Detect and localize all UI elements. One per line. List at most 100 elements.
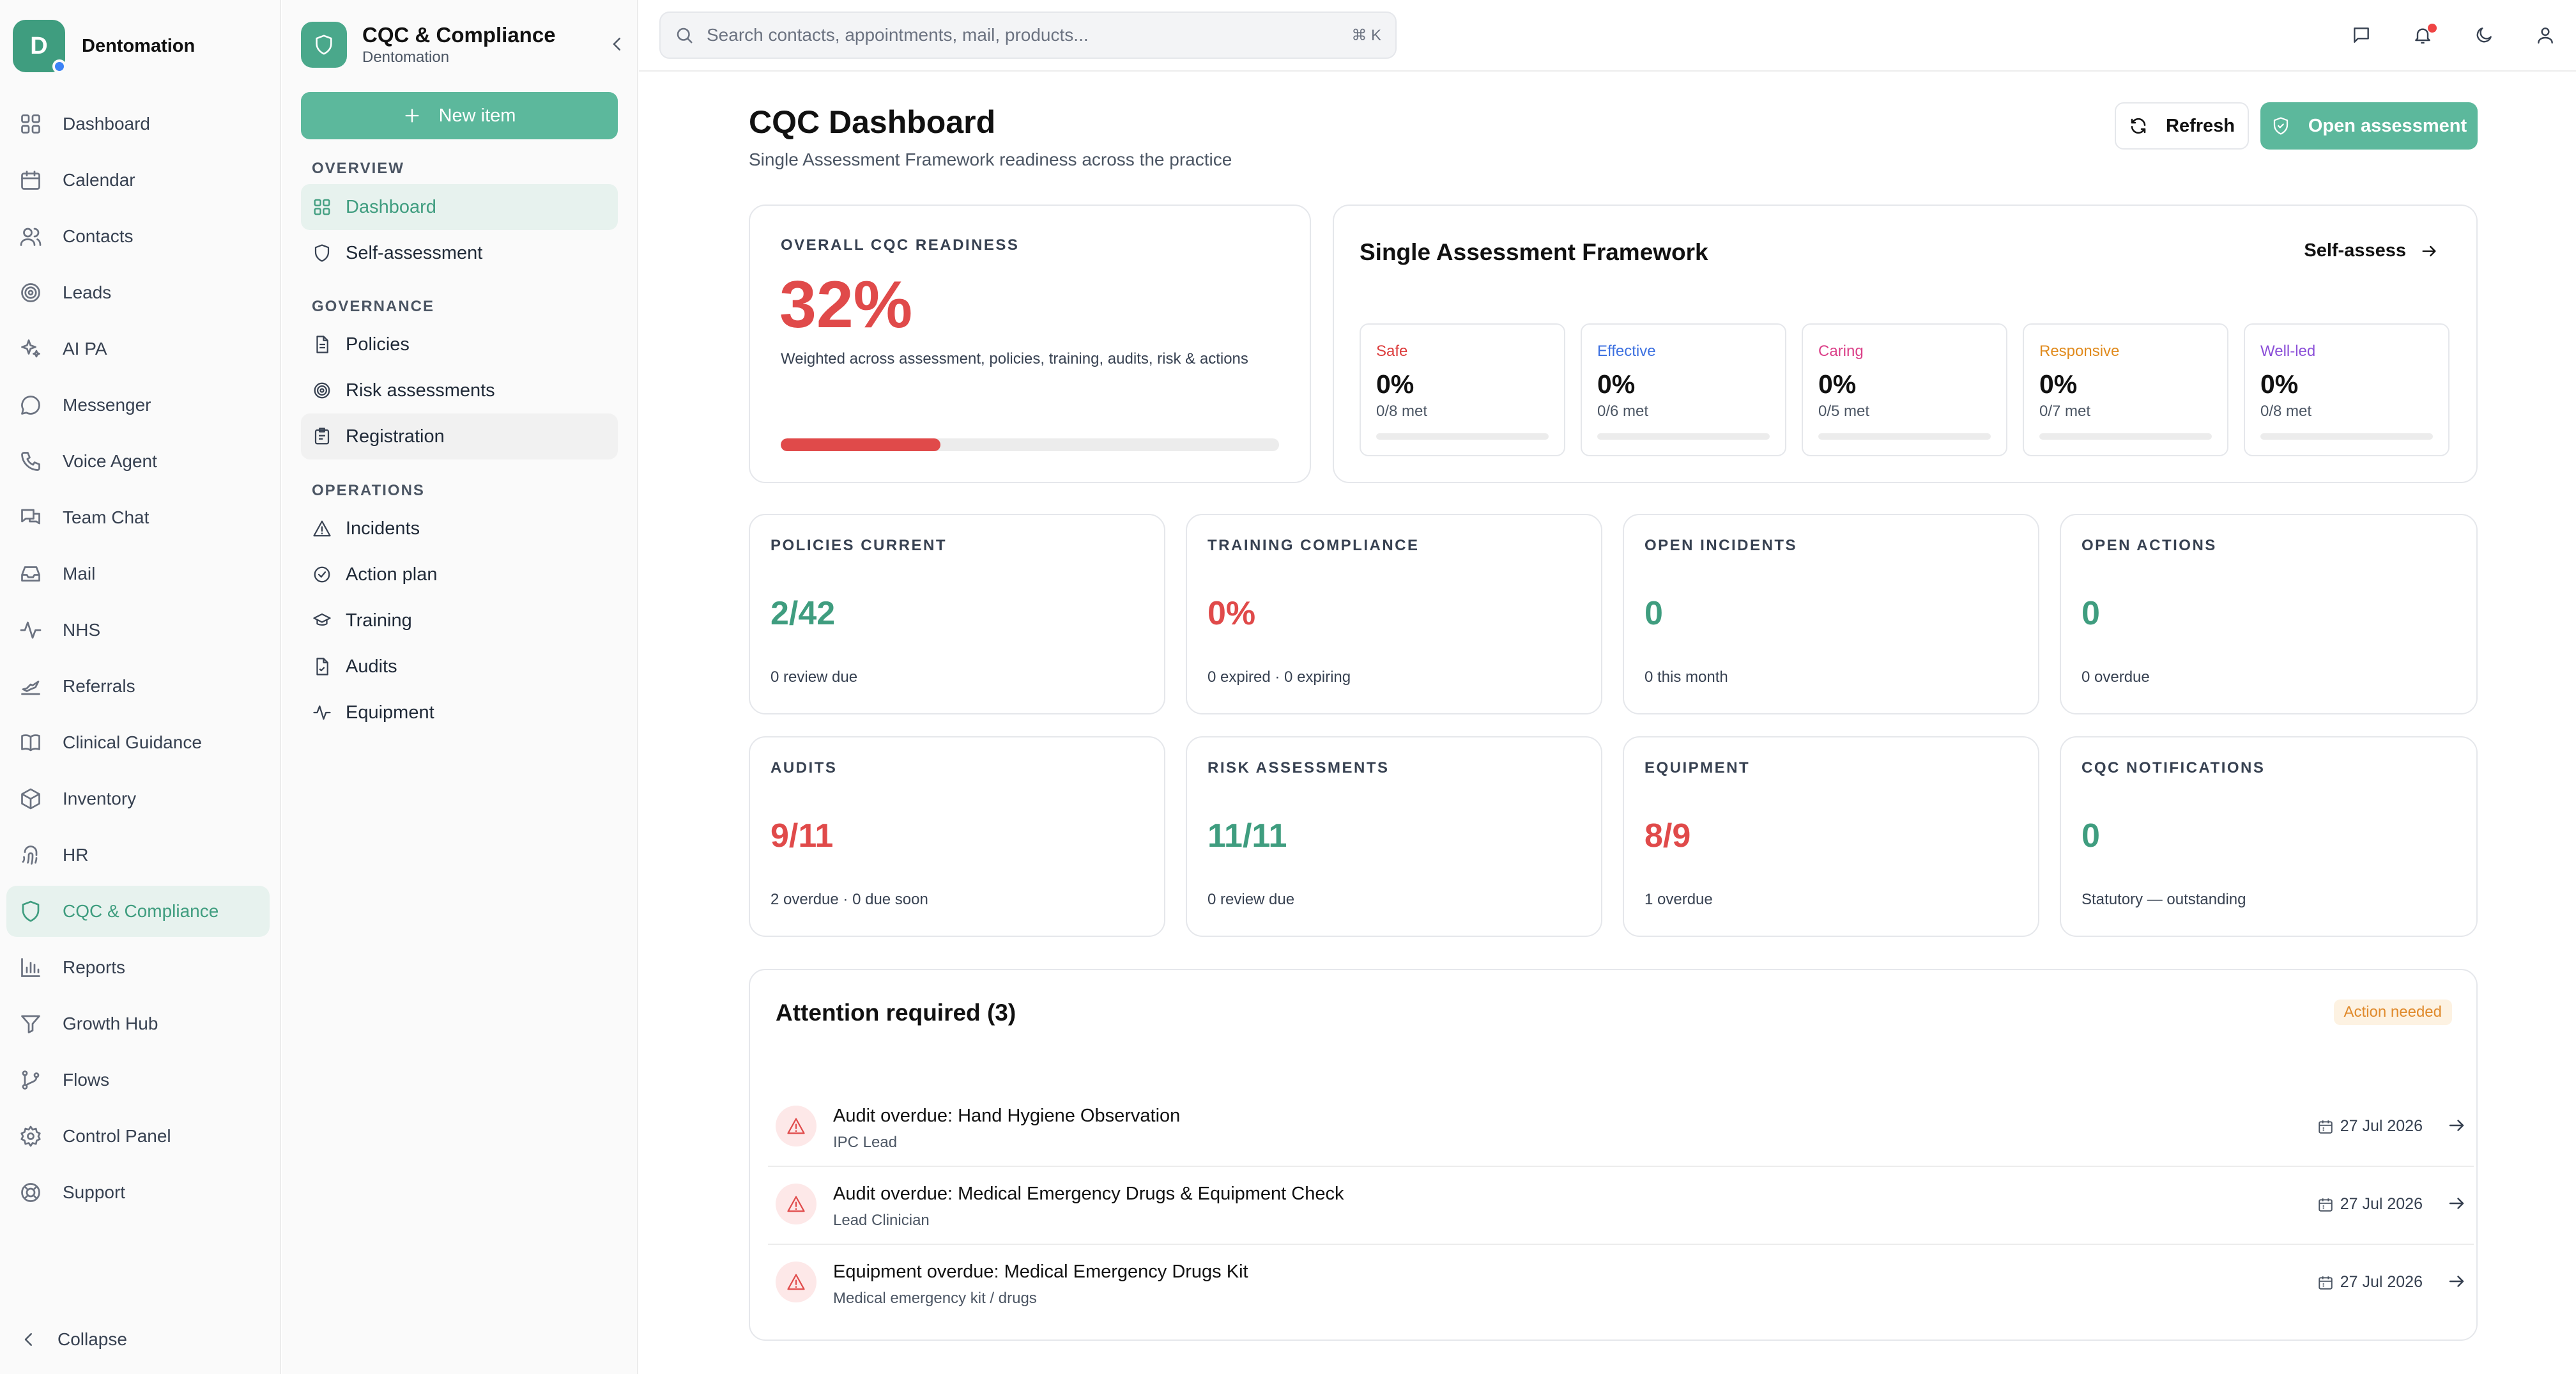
module-title: CQC & Compliance <box>362 23 556 47</box>
sidebar-item-hr[interactable]: HR <box>6 830 270 881</box>
plus-icon <box>403 107 421 125</box>
user-menu-button[interactable] <box>2515 4 2576 66</box>
panel-item-label: Self-assessment <box>346 242 483 263</box>
shield-check-icon <box>2271 116 2290 135</box>
sidebar-item-support[interactable]: Support <box>6 1167 270 1218</box>
panel-item-label: Policies <box>346 334 410 355</box>
panel-item-label: Equipment <box>346 702 434 723</box>
sidebar-item-cqc-compliance[interactable]: CQC & Compliance <box>6 886 270 937</box>
domain-met: 0/7 met <box>2039 403 2091 420</box>
stat-card-policies[interactable]: POLICIES CURRENT 2/42 0 review due <box>749 514 1165 714</box>
sidebar-item-label: HR <box>63 845 89 865</box>
brand[interactable]: D Dentomation <box>13 20 195 73</box>
panel-item-label: Registration <box>346 426 445 447</box>
domain-met: 0/8 met <box>1376 403 1428 420</box>
self-assess-link[interactable]: Self-assess <box>2304 240 2438 261</box>
stat-card-equipment[interactable]: EQUIPMENT 8/9 1 overdue <box>1623 736 2039 937</box>
calendar-icon <box>2317 1196 2334 1213</box>
domain-card-well-led[interactable]: Well-led 0% 0/8 met <box>2244 323 2450 456</box>
sidebar-item-control-panel[interactable]: Control Panel <box>6 1111 270 1162</box>
module-header: CQC & Compliance Dentomation <box>301 22 627 68</box>
domain-met: 0/6 met <box>1597 403 1649 420</box>
notifications-button[interactable] <box>2392 4 2453 66</box>
collapse-panel-icon[interactable] <box>608 35 627 54</box>
panel-item-action-plan[interactable]: Action plan <box>301 552 618 598</box>
arrow-right-icon[interactable] <box>2447 1116 2466 1135</box>
panel-item-registration[interactable]: Registration <box>301 413 618 459</box>
sidebar-item-team-chat[interactable]: Team Chat <box>6 492 270 543</box>
readiness-card: OVERALL CQC READINESS 32% Weighted acros… <box>749 205 1311 483</box>
search-icon <box>675 26 694 45</box>
section-label-operations: OPERATIONS <box>312 482 425 499</box>
domain-percent: 0% <box>2260 369 2299 399</box>
stat-card-actions[interactable]: OPEN ACTIONS 0 0 overdue <box>2060 514 2478 714</box>
open-assessment-label: Open assessment <box>2308 115 2467 136</box>
domain-card-effective[interactable]: Effective 0% 0/6 met <box>1581 323 1786 456</box>
attention-row[interactable]: Equipment overdue: Medical Emergency Dru… <box>768 1245 2474 1323</box>
saf-card: Single Assessment Framework Self-assess … <box>1333 205 2478 483</box>
panel-item-risk-assessments[interactable]: Risk assessments <box>301 367 618 413</box>
panel-item-dashboard[interactable]: Dashboard <box>301 184 618 230</box>
chat-square-icon <box>2351 25 2372 45</box>
sidebar-item-label: Calendar <box>63 170 135 190</box>
panel-item-equipment[interactable]: Equipment <box>301 690 618 736</box>
sidebar-item-label: Contacts <box>63 226 134 246</box>
sidebar-item-growth-hub[interactable]: Growth Hub <box>6 998 270 1049</box>
domain-card-safe[interactable]: Safe 0% 0/8 met <box>1360 323 1565 456</box>
git-branch-icon <box>19 1069 42 1092</box>
sidebar-item-ai-pa[interactable]: AI PA <box>6 323 270 374</box>
attention-title: Attention required (3) <box>776 1000 1016 1026</box>
module-subtitle: Dentomation <box>362 49 450 66</box>
stat-card-cqc-notifications[interactable]: CQC NOTIFICATIONS 0 Statutory — outstand… <box>2060 736 2478 937</box>
sidebar-item-nhs[interactable]: NHS <box>6 605 270 656</box>
theme-toggle[interactable] <box>2453 4 2515 66</box>
file-check-icon <box>312 657 332 676</box>
arrow-right-icon[interactable] <box>2447 1272 2466 1291</box>
domain-card-caring[interactable]: Caring 0% 0/5 met <box>1802 323 2007 456</box>
attention-row[interactable]: Audit overdue: Medical Emergency Drugs &… <box>768 1167 2474 1245</box>
attention-item-date: 27 Jul 2026 <box>2317 1195 2423 1214</box>
sidebar-item-inventory[interactable]: Inventory <box>6 773 270 824</box>
search-shortcut: ⌘ K <box>1351 26 1381 44</box>
panel-item-incidents[interactable]: Incidents <box>301 506 618 552</box>
messages-button[interactable] <box>2331 4 2392 66</box>
open-assessment-button[interactable]: Open assessment <box>2260 102 2478 150</box>
global-search[interactable]: ⌘ K <box>659 12 1397 59</box>
panel-item-policies[interactable]: Policies <box>301 321 618 367</box>
sparkles-icon <box>19 337 42 360</box>
sidebar-item-mail[interactable]: Mail <box>6 548 270 599</box>
stat-card-incidents[interactable]: OPEN INCIDENTS 0 0 this month <box>1623 514 2039 714</box>
panel-item-self-assessment[interactable]: Self-assessment <box>301 230 618 276</box>
panel-item-audits[interactable]: Audits <box>301 644 618 690</box>
sidebar-item-voice-agent[interactable]: Voice Agent <box>6 436 270 487</box>
sidebar-item-dashboard[interactable]: Dashboard <box>6 98 270 150</box>
stat-card-training[interactable]: TRAINING COMPLIANCE 0% 0 expired · 0 exp… <box>1186 514 1602 714</box>
stat-label: AUDITS <box>770 759 838 776</box>
collapse-sidebar-button[interactable]: Collapse <box>19 1329 127 1350</box>
sidebar-item-calendar[interactable]: Calendar <box>6 155 270 206</box>
attention-item-owner: Lead Clinician <box>833 1212 930 1229</box>
sidebar-item-messenger[interactable]: Messenger <box>6 380 270 431</box>
panel-item-training[interactable]: Training <box>301 598 618 644</box>
sidebar-item-reports[interactable]: Reports <box>6 942 270 993</box>
attention-item-owner: Medical emergency kit / drugs <box>833 1290 1037 1307</box>
sidebar-item-referrals[interactable]: Referrals <box>6 661 270 712</box>
sidebar-item-clinical-guidance[interactable]: Clinical Guidance <box>6 717 270 768</box>
sidebar-item-flows[interactable]: Flows <box>6 1054 270 1106</box>
graduation-cap-icon <box>312 611 332 630</box>
arrow-right-icon[interactable] <box>2447 1194 2466 1213</box>
refresh-button[interactable]: Refresh <box>2115 102 2249 150</box>
section-label-overview: OVERVIEW <box>312 160 404 177</box>
alert-triangle-icon <box>786 1194 806 1214</box>
stat-card-risk-assessments[interactable]: RISK ASSESSMENTS 11/11 0 review due <box>1186 736 1602 937</box>
domain-card-responsive[interactable]: Responsive 0% 0/7 met <box>2023 323 2228 456</box>
search-input[interactable] <box>707 25 1352 45</box>
stat-card-audits[interactable]: AUDITS 9/11 2 overdue · 0 due soon <box>749 736 1165 937</box>
attention-row[interactable]: Audit overdue: Hand Hygiene Observation … <box>768 1089 2474 1167</box>
sidebar-item-leads[interactable]: Leads <box>6 267 270 318</box>
main-content: CQC Dashboard Single Assessment Framewor… <box>639 72 2576 1374</box>
shield-icon <box>312 243 332 263</box>
new-item-button[interactable]: New item <box>301 92 618 139</box>
calendar-icon <box>19 169 42 192</box>
sidebar-item-contacts[interactable]: Contacts <box>6 211 270 262</box>
